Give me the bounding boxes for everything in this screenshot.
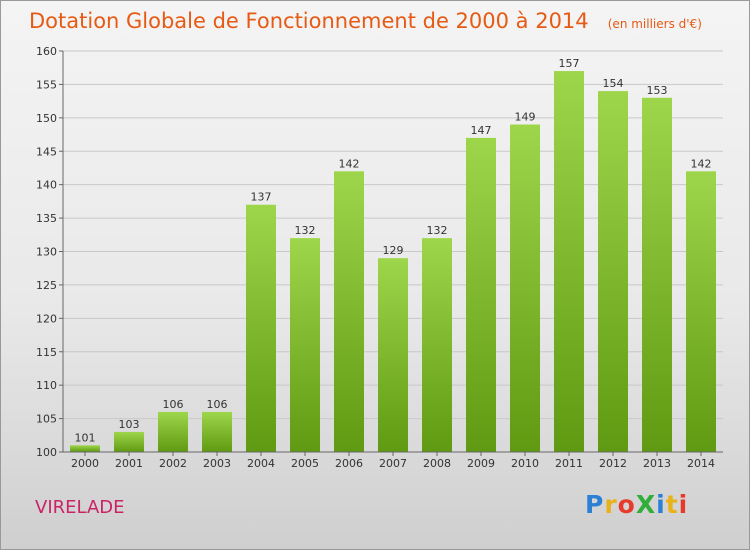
y-tick-label: 115 bbox=[36, 346, 57, 359]
y-tick-label: 145 bbox=[36, 145, 57, 158]
y-tick-label: 100 bbox=[36, 446, 57, 459]
logo-letter: i bbox=[656, 490, 666, 519]
bar bbox=[70, 445, 100, 452]
y-tick-label: 160 bbox=[36, 45, 57, 58]
logo-letter: i bbox=[678, 490, 689, 519]
x-tick-label: 2002 bbox=[159, 457, 187, 470]
y-tick-label: 135 bbox=[36, 212, 57, 225]
y-tick-label: 105 bbox=[36, 413, 57, 426]
x-tick-label: 2001 bbox=[115, 457, 143, 470]
data-label: 103 bbox=[119, 418, 140, 431]
proxiti-logo: ProXiti bbox=[585, 490, 688, 519]
data-label: 153 bbox=[647, 84, 668, 97]
bar bbox=[290, 238, 320, 452]
data-label: 137 bbox=[251, 191, 272, 204]
bar bbox=[334, 171, 364, 453]
logo-letter: t bbox=[665, 490, 679, 519]
chart-title: Dotation Globale de Fonctionnement de 20… bbox=[29, 9, 589, 33]
y-tick-label: 150 bbox=[36, 112, 57, 125]
x-tick-label: 2007 bbox=[379, 457, 407, 470]
bar bbox=[466, 137, 496, 452]
data-label: 106 bbox=[207, 398, 228, 411]
bar bbox=[114, 431, 144, 452]
x-tick-label: 2009 bbox=[467, 457, 495, 470]
x-tick-label: 2003 bbox=[203, 457, 231, 470]
y-tick-label: 125 bbox=[36, 279, 57, 292]
x-tick-label: 2011 bbox=[555, 457, 583, 470]
logo-letter: X bbox=[635, 490, 657, 519]
bar bbox=[246, 204, 276, 452]
bar bbox=[642, 97, 672, 453]
logo-letter: P bbox=[585, 490, 605, 519]
bar bbox=[554, 71, 584, 453]
bar bbox=[598, 91, 628, 452]
y-tick-label: 110 bbox=[36, 379, 57, 392]
data-label: 142 bbox=[691, 157, 712, 170]
y-tick-label: 120 bbox=[36, 312, 57, 325]
bar bbox=[202, 411, 232, 452]
x-tick-label: 2013 bbox=[643, 457, 671, 470]
title-row: Dotation Globale de Fonctionnement de 20… bbox=[29, 9, 702, 33]
data-label: 132 bbox=[427, 224, 448, 237]
bar bbox=[158, 411, 188, 452]
data-label: 132 bbox=[295, 224, 316, 237]
data-label: 142 bbox=[339, 157, 360, 170]
commune-name: VIRELADE bbox=[35, 497, 125, 518]
data-label: 129 bbox=[383, 244, 404, 257]
x-tick-label: 2014 bbox=[687, 457, 715, 470]
data-label: 106 bbox=[163, 398, 184, 411]
logo-letter: o bbox=[617, 490, 636, 519]
bar bbox=[510, 124, 540, 453]
data-label: 147 bbox=[471, 124, 492, 137]
x-tick-label: 2012 bbox=[599, 457, 627, 470]
x-tick-label: 2008 bbox=[423, 457, 451, 470]
y-tick-label: 155 bbox=[36, 78, 57, 91]
data-label: 154 bbox=[603, 77, 624, 90]
bar bbox=[422, 238, 452, 452]
data-label: 101 bbox=[75, 431, 96, 444]
y-tick-label: 130 bbox=[36, 246, 57, 259]
data-label: 157 bbox=[559, 57, 580, 70]
chart-subtitle: (en milliers d'€) bbox=[607, 17, 702, 31]
x-tick-label: 2005 bbox=[291, 457, 319, 470]
x-tick-label: 2000 bbox=[71, 457, 99, 470]
bar bbox=[686, 171, 716, 453]
x-tick-label: 2004 bbox=[247, 457, 275, 470]
bar bbox=[378, 258, 408, 452]
data-label: 149 bbox=[515, 111, 536, 124]
x-tick-label: 2010 bbox=[511, 457, 539, 470]
y-tick-label: 140 bbox=[36, 179, 57, 192]
logo-letter: r bbox=[604, 490, 618, 519]
x-tick-label: 2006 bbox=[335, 457, 363, 470]
